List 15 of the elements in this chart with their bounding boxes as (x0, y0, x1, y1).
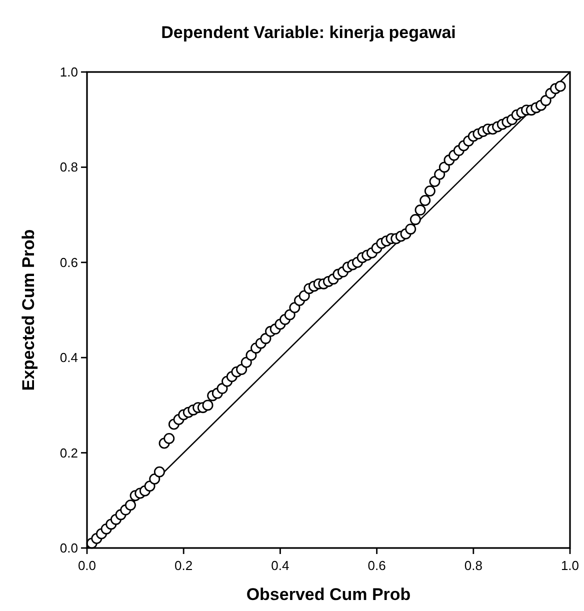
y-tick-label: 0.8 (60, 160, 78, 175)
y-tick-label: 0.4 (60, 350, 78, 366)
x-tick-label: 0.0 (78, 558, 96, 573)
y-tick-label: 1.0 (60, 64, 78, 80)
x-tick-label: 1.0 (560, 558, 580, 573)
x-tick-label: 0.6 (368, 558, 386, 573)
x-tick-label: 0.8 (464, 558, 482, 573)
y-tick-label: 0.0 (60, 540, 78, 556)
x-tick-label: 0.2 (174, 558, 193, 573)
x-axis-title: Observed Cum Prob (246, 585, 411, 604)
y-tick-label: 0.2 (60, 445, 78, 460)
y-axis-title: Expected Cum Prob (19, 229, 38, 391)
chart-title: Dependent Variable: kinerja pegawai (161, 23, 456, 42)
y-tick-label: 0.6 (60, 254, 78, 270)
x-tick-label: 0.4 (271, 558, 290, 573)
